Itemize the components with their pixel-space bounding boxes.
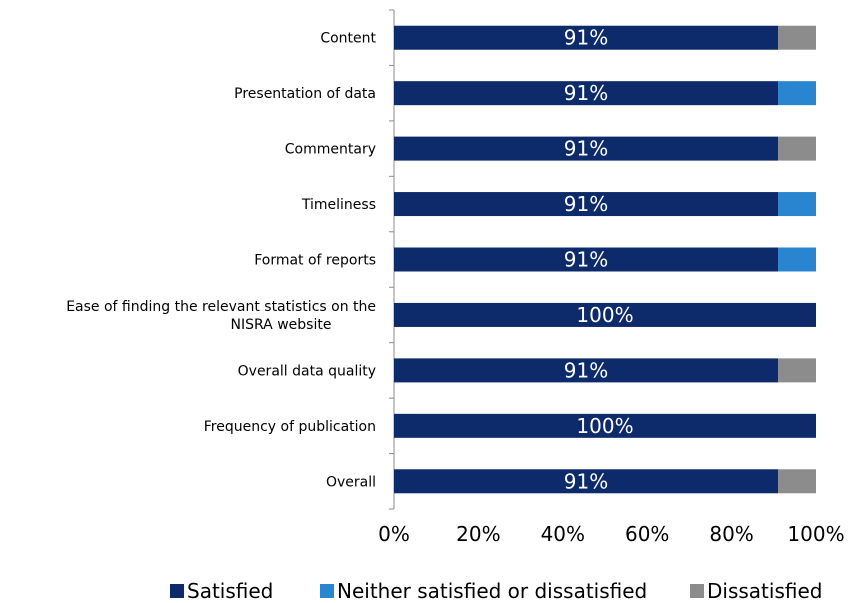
- bar-segment-dissatisfied: [778, 358, 816, 383]
- legend-label: Neither satisfied or dissatisfied: [337, 579, 647, 603]
- category-label-line: NISRA website: [231, 317, 332, 333]
- x-tick-label: 60%: [625, 522, 669, 546]
- category-label-line: Ease of finding the relevant statistics …: [66, 299, 376, 315]
- category-label: Overall: [326, 474, 376, 490]
- data-label: 91%: [564, 358, 608, 382]
- category-label: Presentation of data: [234, 86, 376, 102]
- bar-segment-satisfied: [394, 192, 779, 217]
- data-label: 91%: [564, 137, 608, 161]
- category-label: Timeliness: [301, 197, 376, 213]
- bar-segment-satisfied: [394, 247, 779, 272]
- legend-swatch: [690, 584, 704, 598]
- category-label: Frequency of publication: [204, 419, 376, 435]
- category-label-line: Format of reports: [254, 253, 376, 269]
- category-label-line: Presentation of data: [234, 86, 376, 102]
- legend-label: Satisfied: [187, 579, 273, 603]
- x-tick-label: 100%: [787, 522, 844, 546]
- data-label: 100%: [576, 303, 633, 327]
- bar-segment-dissatisfied: [778, 136, 816, 161]
- data-label: 91%: [564, 81, 608, 105]
- bar-segment-satisfied: [394, 413, 816, 438]
- x-tick-label: 40%: [541, 522, 585, 546]
- bar-segment-satisfied: [394, 302, 816, 327]
- category-label-line: Overall data quality: [238, 363, 376, 379]
- x-tick-label: 20%: [456, 522, 500, 546]
- data-label: 91%: [564, 469, 608, 493]
- bar-segment-satisfied: [394, 136, 779, 161]
- bar-segment-neither-satisfied-or-dissatisfied: [778, 192, 816, 217]
- bar-segment-dissatisfied: [778, 25, 816, 50]
- category-label: Ease of finding the relevant statistics …: [66, 299, 376, 333]
- category-label: Format of reports: [254, 253, 376, 269]
- category-label-line: Content: [320, 31, 376, 47]
- bar-segment-satisfied: [394, 358, 779, 383]
- category-label-line: Timeliness: [301, 197, 376, 213]
- x-tick-label: 0%: [378, 522, 410, 546]
- category-label-line: Overall: [326, 474, 376, 490]
- bar-segment-dissatisfied: [778, 469, 816, 494]
- category-label: Overall data quality: [238, 363, 376, 379]
- legend-swatch: [170, 584, 184, 598]
- x-tick-label: 80%: [709, 522, 753, 546]
- category-label-line: Commentary: [285, 142, 376, 158]
- bar-segment-satisfied: [394, 81, 779, 106]
- data-label: 100%: [576, 414, 633, 438]
- data-label: 91%: [564, 248, 608, 272]
- data-label: 91%: [564, 26, 608, 50]
- bar-segment-satisfied: [394, 25, 779, 50]
- bar-segment-neither-satisfied-or-dissatisfied: [778, 247, 816, 272]
- legend-swatch: [320, 584, 334, 598]
- category-label-line: Frequency of publication: [204, 419, 376, 435]
- bar-segment-neither-satisfied-or-dissatisfied: [778, 81, 816, 106]
- category-label: Content: [320, 31, 376, 47]
- data-label: 91%: [564, 192, 608, 216]
- legend-label: Dissatisfied: [707, 579, 822, 603]
- category-label: Commentary: [285, 142, 376, 158]
- bar-segment-satisfied: [394, 469, 779, 494]
